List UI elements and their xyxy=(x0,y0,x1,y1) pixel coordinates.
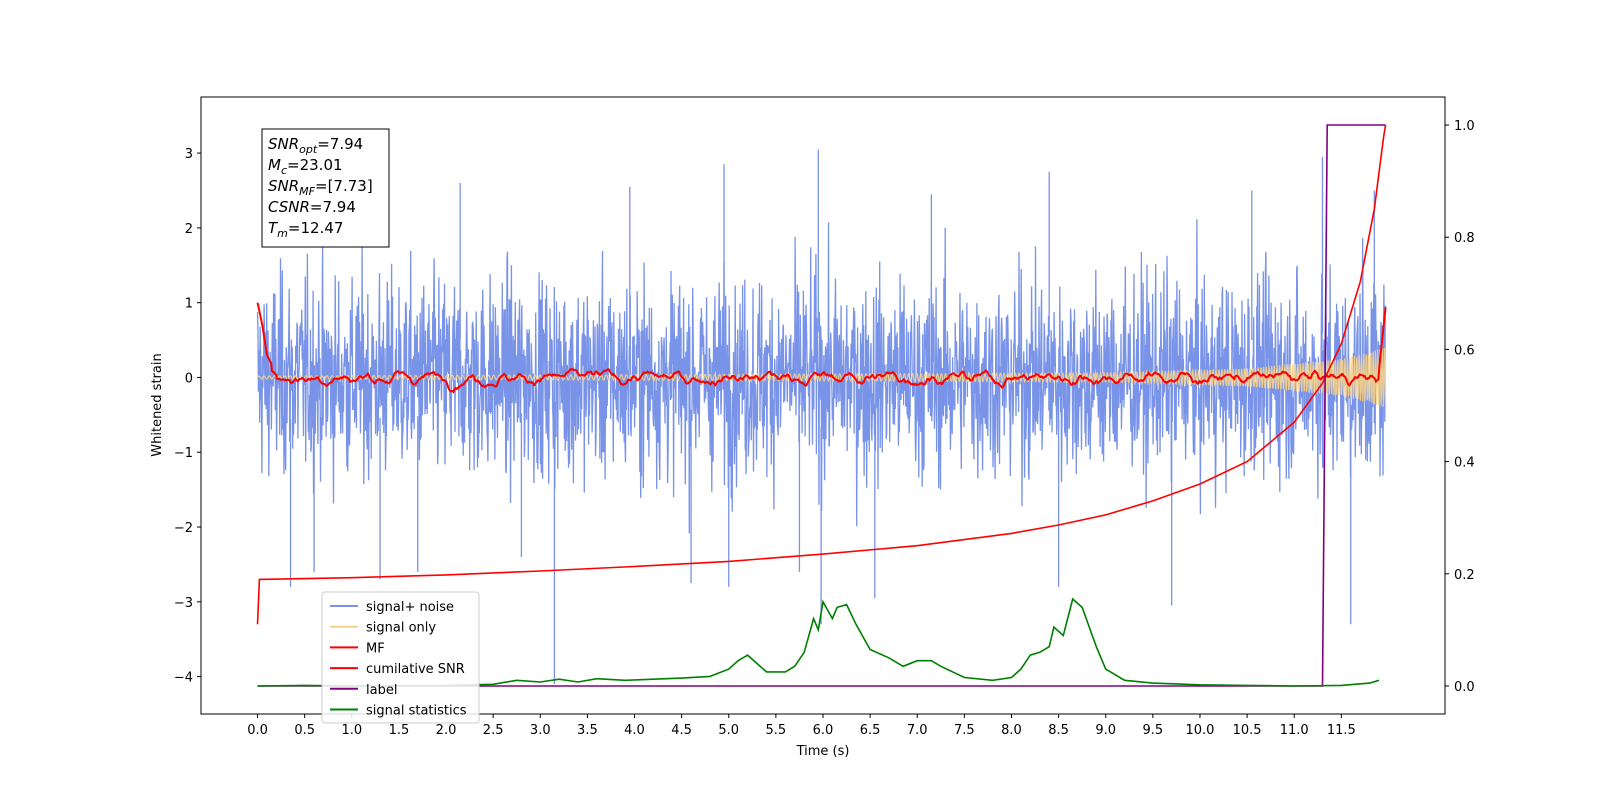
x-tick-label: 2.0 xyxy=(436,723,457,738)
series-layer xyxy=(256,124,1387,687)
legend-label: signal only xyxy=(366,621,436,636)
legend-label: signal+ noise xyxy=(366,600,454,615)
x-tick-label: 9.5 xyxy=(1143,723,1164,738)
stats-line: Tm=12.47 xyxy=(268,219,343,240)
x-tick-label: 10.0 xyxy=(1185,723,1214,738)
x-tick-label: 4.5 xyxy=(671,723,692,738)
y-left-tick-label: 3 xyxy=(185,147,193,162)
x-tick-label: 1.0 xyxy=(341,723,362,738)
x-axis: 0.0 0.5 1.0 1.5 2.0 2.5 3.0 3.5 4.0 4.5 5.0 5.5 6.0 6… xyxy=(247,714,1356,738)
stats-annotation-box: SNRopt=7.94Mc=23.01SNRMF=[7.73]CSNR=7.94… xyxy=(261,128,390,248)
x-tick-label: 11.5 xyxy=(1327,723,1356,738)
y-right-tick-label: 1.0 xyxy=(1454,119,1475,134)
y-left-tick-label: −1 xyxy=(174,446,193,461)
x-tick-label: 5.0 xyxy=(718,723,739,738)
x-tick-label: 8.0 xyxy=(1001,723,1022,738)
series-signal-statistics-line xyxy=(257,597,1380,687)
x-tick-label: 2.5 xyxy=(483,723,504,738)
y-left-tick-label: −3 xyxy=(174,596,193,611)
x-tick-label: 0.0 xyxy=(247,723,268,738)
legend-label: cumilative SNR xyxy=(366,662,465,677)
x-tick-label: 8.5 xyxy=(1048,723,1069,738)
legend-label: label xyxy=(366,683,397,698)
legend-label: signal statistics xyxy=(366,704,467,719)
x-tick-label: 1.5 xyxy=(389,723,410,738)
series-cumulative-snr-line xyxy=(256,124,1387,625)
x-tick-label: 6.0 xyxy=(813,723,834,738)
x-tick-label: 7.0 xyxy=(907,723,928,738)
x-tick-label: 11.0 xyxy=(1280,723,1309,738)
series-label-line xyxy=(257,124,1386,687)
y-right-tick-label: 0.2 xyxy=(1454,568,1475,583)
x-tick-label: 6.5 xyxy=(860,723,881,738)
legend-label: MF xyxy=(366,641,385,656)
legend-frame xyxy=(321,591,480,724)
x-tick-label: 9.0 xyxy=(1095,723,1116,738)
legend: signal+ noise signal only MF cumilative SNR… xyxy=(321,591,480,724)
y-left-tick-label: 0 xyxy=(185,371,193,386)
y-right-tick-label: 0.0 xyxy=(1454,680,1475,695)
y-left-tick-label: −2 xyxy=(174,521,193,536)
x-tick-label: 3.0 xyxy=(530,723,551,738)
stats-line: SNRopt=7.94 xyxy=(268,135,363,156)
y-left-tick-label: 1 xyxy=(185,297,193,312)
stats-box-frame xyxy=(261,128,390,248)
y-right-tick-label: 0.6 xyxy=(1454,343,1475,358)
x-tick-label: 10.5 xyxy=(1233,723,1262,738)
x-tick-label: 4.0 xyxy=(624,723,645,738)
y-right-tick-label: 0.4 xyxy=(1454,456,1475,471)
x-tick-label: 0.5 xyxy=(294,723,315,738)
series-mf-line xyxy=(256,302,1387,394)
y-left-tick-label: −4 xyxy=(174,671,193,686)
stats-line: Mc=23.01 xyxy=(268,156,343,177)
y-axis-right: 1.0 0.8 0.6 0.4 0.2 0.0 xyxy=(1445,119,1475,695)
y-axis-label: Whitened strain xyxy=(150,353,165,456)
x-axis-label: Time (s) xyxy=(796,744,850,759)
x-tick-label: 7.5 xyxy=(954,723,975,738)
x-tick-label: 5.5 xyxy=(766,723,787,738)
y-right-tick-label: 0.8 xyxy=(1454,231,1475,246)
stats-line: SNRMF=[7.73] xyxy=(268,177,373,198)
y-left-tick-label: 2 xyxy=(185,222,193,237)
y-axis-left: 3 2 1 0 −1 −2 −3 −4 xyxy=(174,147,201,686)
x-tick-label: 3.5 xyxy=(577,723,598,738)
stats-line: CSNR=7.94 xyxy=(268,198,356,216)
